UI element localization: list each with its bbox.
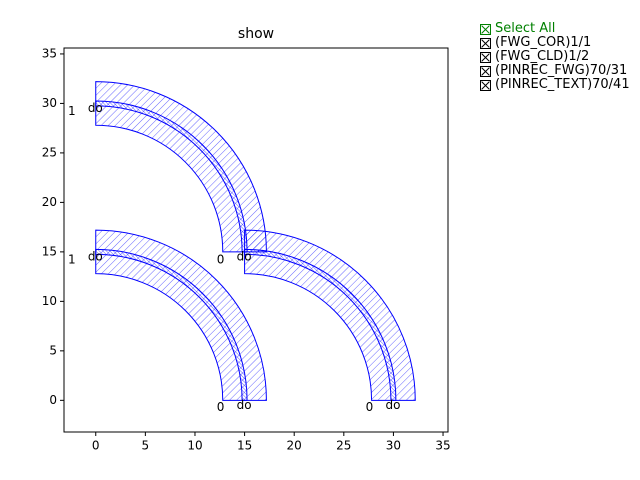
port-label: 0 [366,400,374,414]
legend-item: (FWG_CLD)1/2 [480,50,630,64]
port-label: do [88,249,103,263]
port-label: do [88,101,103,115]
legend-item: (PINREC_TEXT)70/41 [480,78,630,92]
core [95,248,248,401]
port-label: 0 [217,400,225,414]
port-label: 1 [68,252,76,266]
y-tick-label: 5 [49,343,57,357]
x-tick-label: 20 [287,439,302,453]
chart-title: show [238,26,274,42]
checkbox[interactable] [480,65,491,77]
legend-label[interactable]: (PINREC_FWG)70/31 [495,63,628,78]
checkbox[interactable] [480,23,491,35]
checkbox[interactable] [480,79,491,91]
y-tick-label: 35 [42,46,57,60]
checkbox[interactable] [480,51,491,63]
y-tick-label: 20 [42,195,57,209]
port-label: do [237,249,252,263]
y-tick-label: 30 [42,96,57,110]
port-label: do [385,398,400,412]
legend-item: (FWG_COR)1/1 [480,36,630,50]
y-tick-label: 0 [49,393,57,407]
x-tick-label: 30 [386,439,401,453]
axes-frame [63,47,449,433]
legend-label[interactable]: (FWG_COR)1/1 [495,35,592,50]
x-tick-label: 0 [92,439,100,453]
legend: Select All (FWG_COR)1/1 (FWG_CLD)1/2 (PINRE… [480,22,630,92]
legend-item: (PINREC_FWG)70/31 [480,64,630,78]
y-tick-label: 15 [42,244,57,258]
x-tick-label: 35 [435,439,450,453]
legend-label[interactable]: Select All [495,21,556,36]
legend-item: Select All [480,22,630,36]
checkbox[interactable] [480,37,491,49]
x-tick-label: 15 [237,439,252,453]
legend-label[interactable]: (FWG_CLD)1/2 [495,49,590,64]
cladding [244,229,416,401]
cladding [95,229,267,401]
x-tick-label: 10 [187,439,202,453]
y-tick-label: 25 [42,145,57,159]
port-label: 1 [68,104,76,118]
port-label: 0 [217,252,225,266]
legend-label[interactable]: (PINREC_TEXT)70/41 [495,77,630,92]
y-tick-label: 10 [42,294,57,308]
x-tick-label: 5 [142,439,150,453]
core [244,248,397,401]
x-tick-label: 25 [336,439,351,453]
port-label: do [237,398,252,412]
